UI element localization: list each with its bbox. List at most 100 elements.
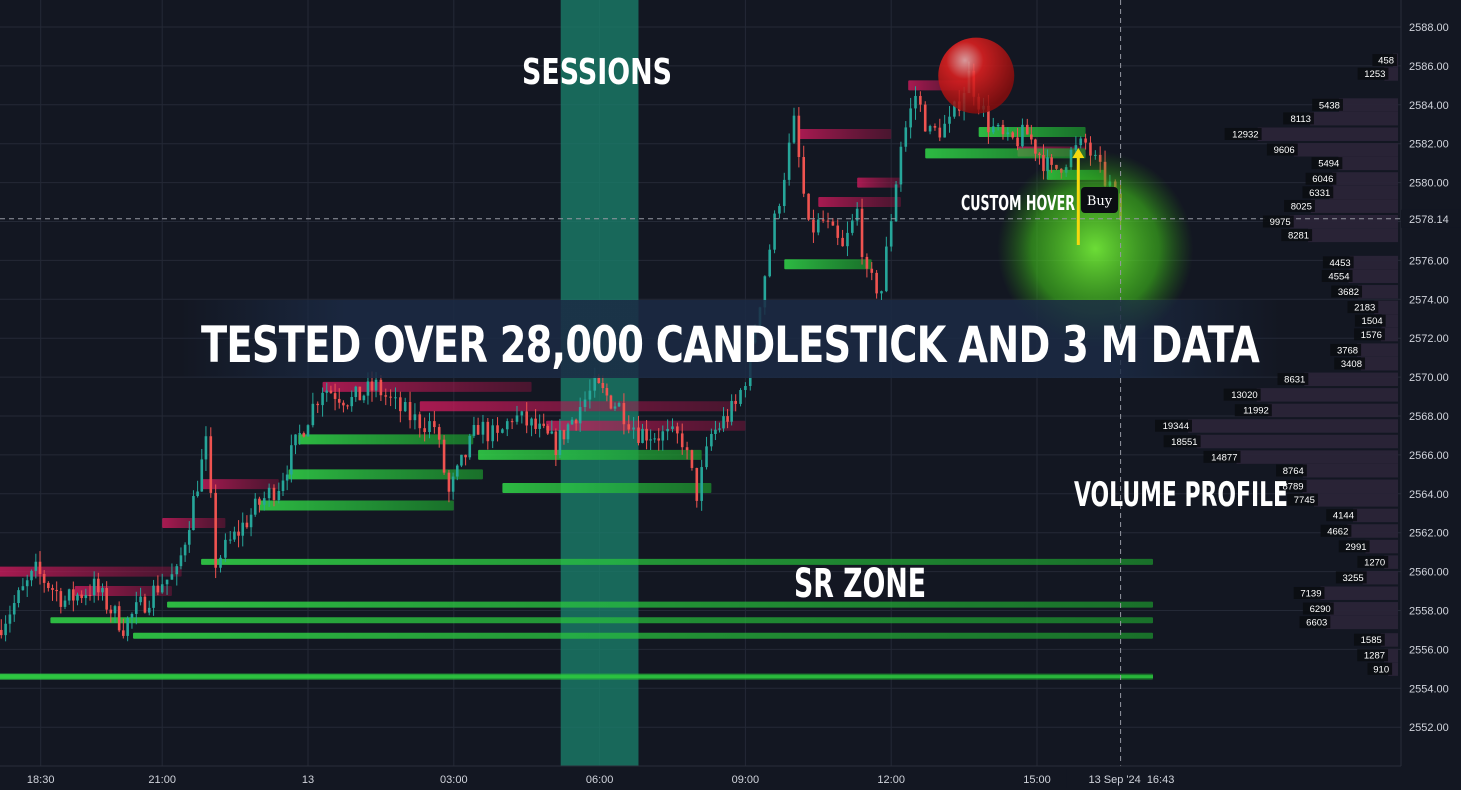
candle-body xyxy=(919,95,922,105)
candle-body xyxy=(8,614,12,624)
price-tick-label: 2552.00 xyxy=(1409,722,1449,734)
candle-body xyxy=(277,491,281,501)
price-tick-label: 2588.00 xyxy=(1409,22,1449,34)
candle-body xyxy=(817,219,820,233)
candle-body xyxy=(676,426,679,434)
price-tick-label: 2554.00 xyxy=(1409,683,1449,695)
volume-bar xyxy=(1357,343,1398,357)
candle-body xyxy=(354,386,358,398)
support-zone xyxy=(784,259,872,270)
candle-body xyxy=(109,609,113,614)
candle-body xyxy=(1001,124,1005,135)
volume-label: 3255 xyxy=(1343,573,1364,584)
volume-label-box xyxy=(1155,419,1192,432)
candle-body xyxy=(885,246,888,292)
candle-body xyxy=(991,126,995,133)
volume-label-box xyxy=(1357,649,1389,662)
volume-label: 1504 xyxy=(1362,316,1383,327)
resistance-zone xyxy=(419,401,736,412)
candle-body xyxy=(113,606,117,614)
support-zone xyxy=(133,632,1154,639)
candle-body xyxy=(865,256,869,269)
candle-body xyxy=(25,580,29,587)
candle-body xyxy=(55,589,58,592)
candle-body xyxy=(875,272,878,294)
candle-body xyxy=(88,594,92,596)
resistance-zone xyxy=(818,197,901,208)
candle-body xyxy=(472,425,476,436)
candle-body xyxy=(34,561,38,571)
candle-body xyxy=(241,522,245,536)
price-tick-label: 2570.00 xyxy=(1409,372,1449,384)
candle-body xyxy=(329,390,333,394)
volume-label-box xyxy=(1275,480,1307,493)
volume-label-box xyxy=(1284,199,1315,212)
volume-label: 910 xyxy=(1373,664,1389,675)
candle-body xyxy=(350,397,354,407)
time-tick-label: 21:00 xyxy=(148,774,176,786)
candle-body xyxy=(710,433,713,447)
candle-body xyxy=(366,381,370,396)
candle-body xyxy=(134,602,138,614)
candle-body xyxy=(1074,145,1078,150)
candle-body xyxy=(948,116,951,124)
candle-body xyxy=(496,425,499,433)
candle-body xyxy=(51,588,54,590)
volume-bar xyxy=(1353,508,1398,523)
candle-body xyxy=(165,579,169,585)
volume-label: 6290 xyxy=(1310,604,1331,615)
candle-body xyxy=(734,400,737,404)
candle-body xyxy=(72,589,75,601)
headline-text: TESTED OVER 28,000 CANDLESTICK AND 3 M D… xyxy=(201,316,1260,374)
candle-body xyxy=(262,498,266,505)
candle-body xyxy=(904,127,908,147)
price-axis[interactable]: 2552.00 2554.00 2556.00 2558.00 2560.00 2562.… xyxy=(1400,0,1461,790)
candle-body xyxy=(1021,124,1024,147)
candle-body xyxy=(1079,138,1083,146)
candle-body xyxy=(4,623,7,636)
candle-body xyxy=(126,618,129,636)
volume-label-box xyxy=(1262,215,1294,228)
buy-tooltip[interactable]: Buy xyxy=(1081,187,1118,213)
candle-body xyxy=(722,416,725,429)
volume-label: 5494 xyxy=(1318,159,1339,170)
candle-body xyxy=(501,429,504,433)
candle-body xyxy=(460,454,463,466)
volume-bar xyxy=(1302,463,1398,478)
support-zone xyxy=(201,558,1153,565)
candle-body xyxy=(433,421,436,428)
candle-body xyxy=(1011,132,1014,138)
price-tick-label: 2558.00 xyxy=(1409,606,1449,618)
candle-body xyxy=(346,405,349,407)
price-tick-label: 2556.00 xyxy=(1409,644,1449,656)
candle-body xyxy=(914,95,917,109)
candle-body xyxy=(228,539,232,541)
price-tick-label: 2576.00 xyxy=(1409,255,1449,267)
candle-body xyxy=(342,402,345,406)
candle-body xyxy=(773,213,776,250)
candle-body xyxy=(1042,154,1045,172)
price-tick-label: 2572.00 xyxy=(1409,333,1449,345)
candle-body xyxy=(122,630,125,636)
time-tick-label: 18:30 xyxy=(27,774,55,786)
volume-label-box xyxy=(1299,616,1331,629)
volume-bar xyxy=(1188,419,1398,433)
candle-body xyxy=(588,390,592,400)
support-zone xyxy=(167,601,1153,608)
candle-body xyxy=(680,433,684,448)
candle-body xyxy=(170,574,174,580)
volume-label-box xyxy=(1311,157,1343,170)
candle-body xyxy=(249,514,253,528)
volume-bar xyxy=(1236,450,1398,464)
candle-body xyxy=(851,220,854,233)
time-axis[interactable]: 18:30 21:00 13 03:00 06:00 09:00 12:00 15:00 13 … xyxy=(0,765,1401,790)
candle-body xyxy=(316,403,320,406)
markers xyxy=(938,37,1194,347)
candle-body xyxy=(42,573,46,583)
candle-body xyxy=(389,396,392,398)
candle-body xyxy=(802,157,806,194)
crosshair-date-label: 13 Sep '24 xyxy=(1088,774,1140,786)
volume-label: 7745 xyxy=(1294,495,1315,506)
price-tick-label: 2560.00 xyxy=(1409,567,1449,579)
